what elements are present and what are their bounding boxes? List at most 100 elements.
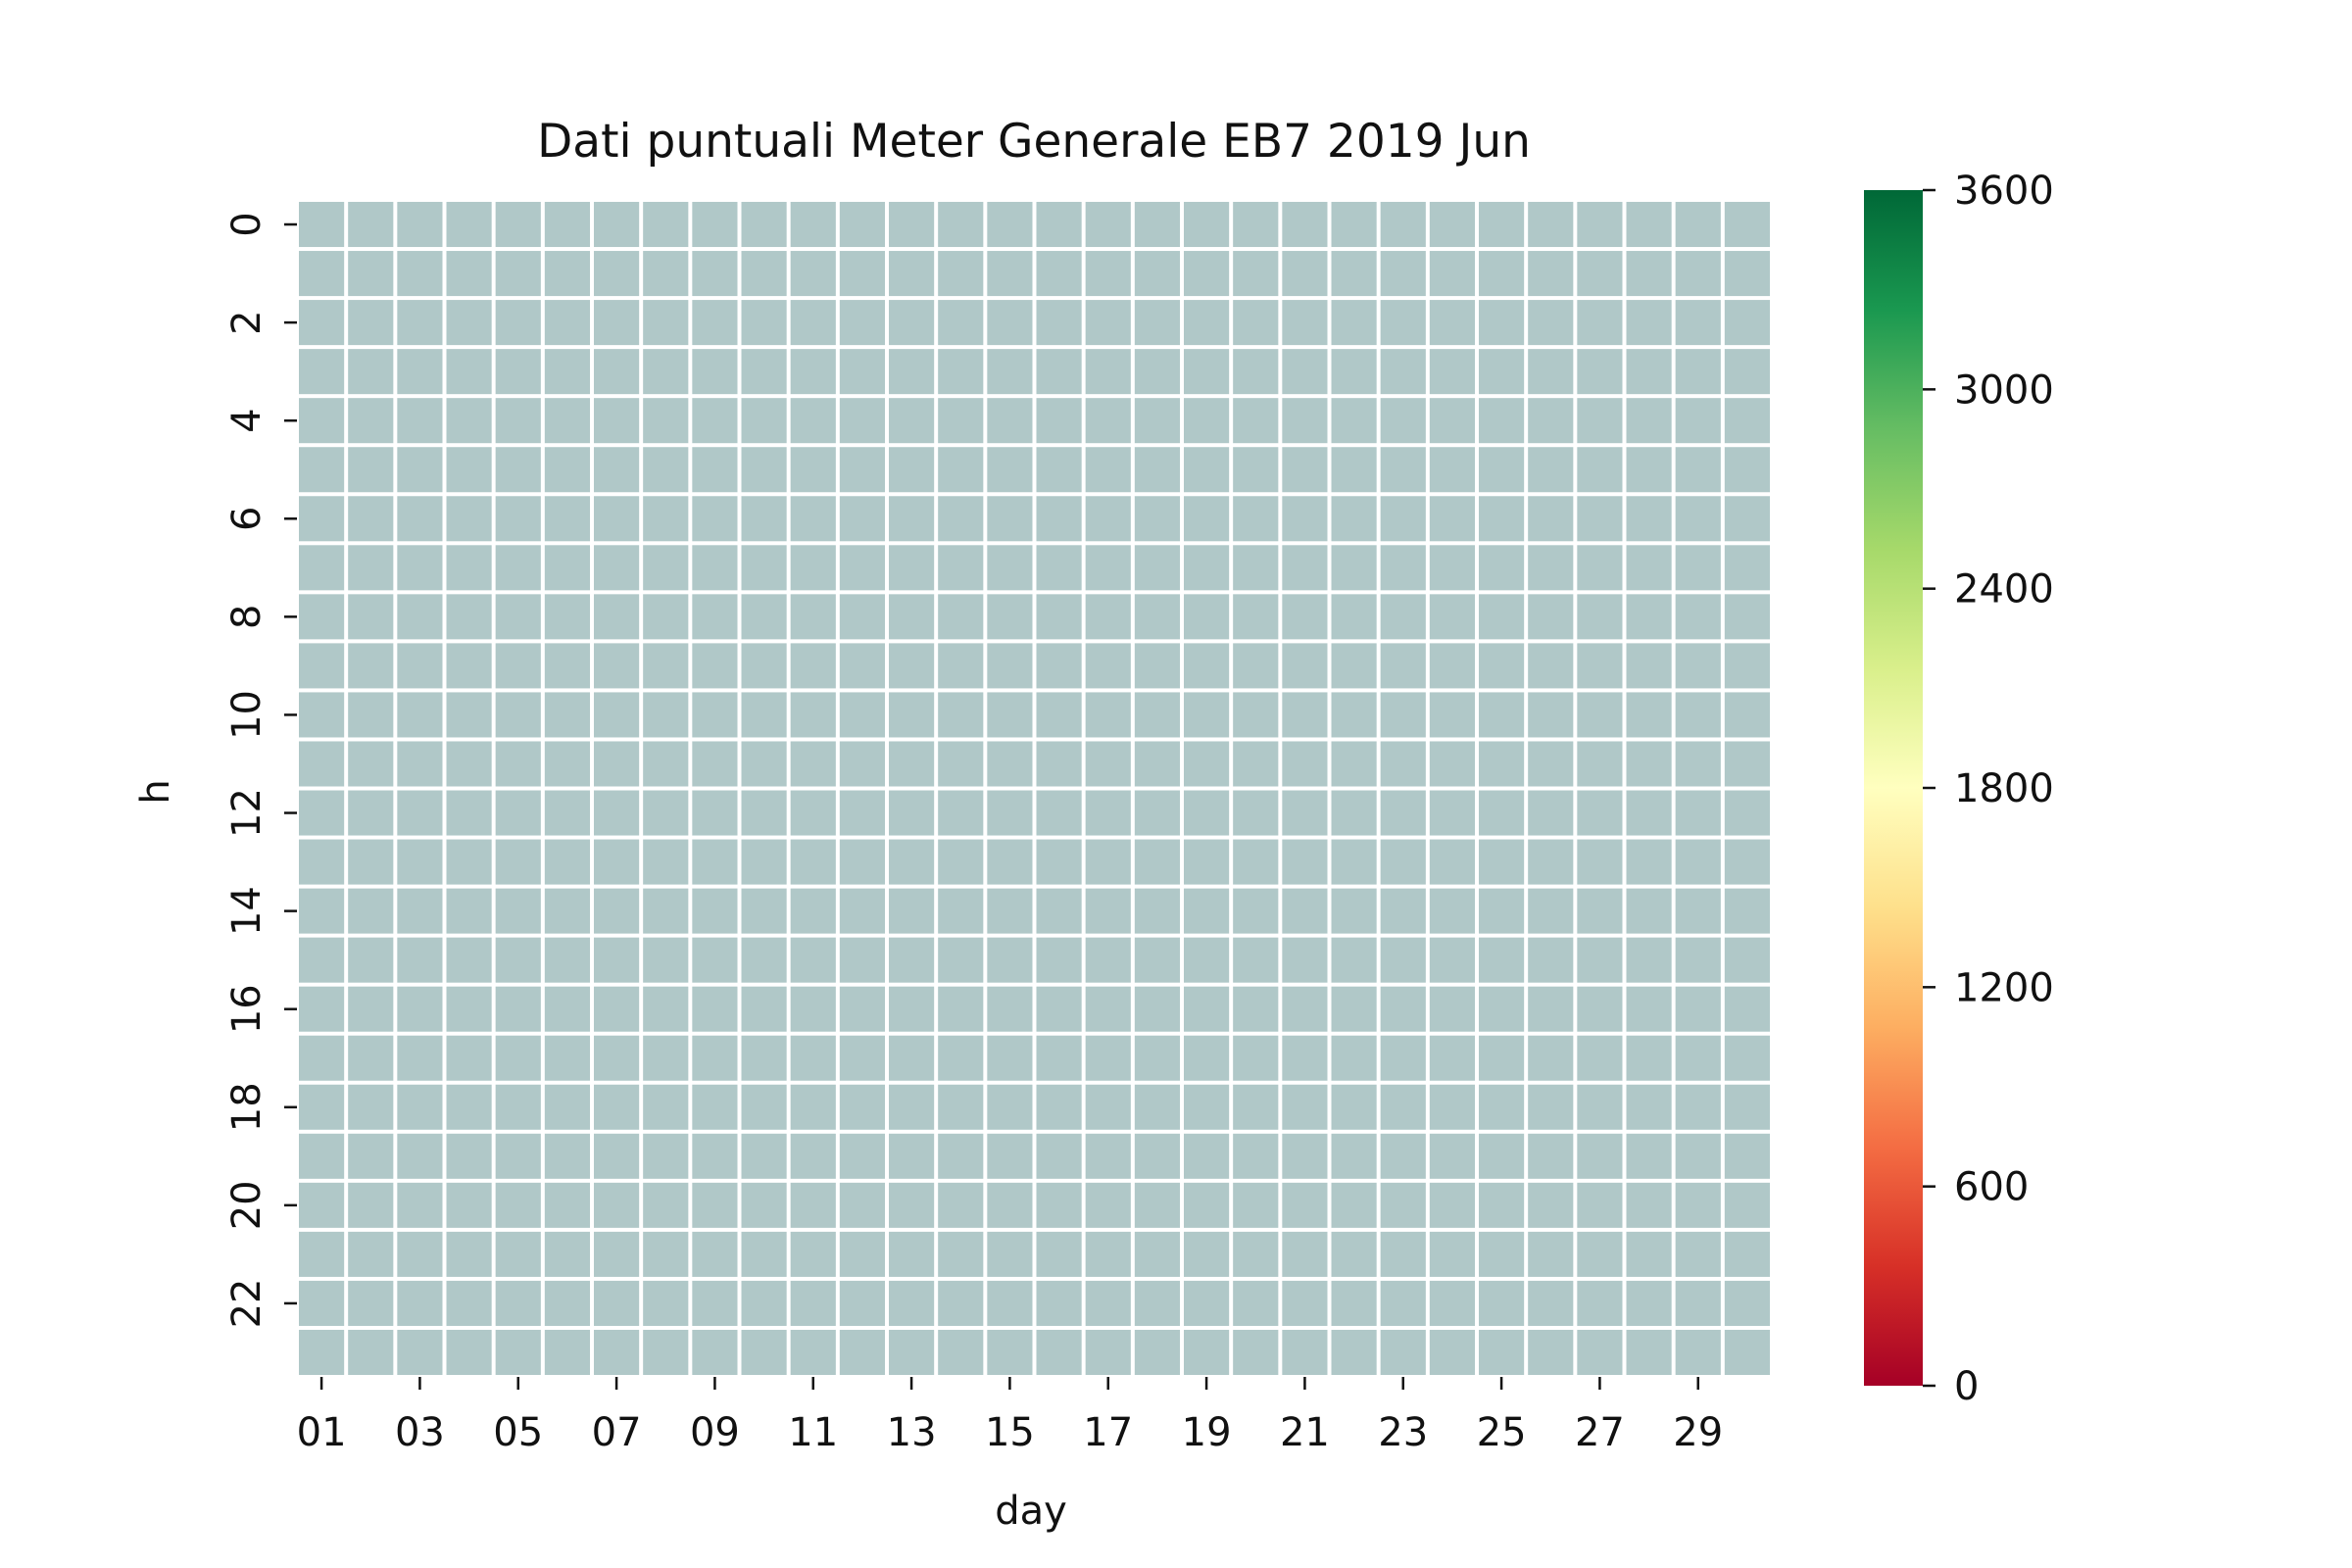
heatmap-cell	[397, 643, 443, 689]
heatmap-cell	[1036, 741, 1082, 787]
heatmap-cell	[1577, 986, 1623, 1032]
heatmap-cell	[1724, 986, 1770, 1032]
heatmap-cell	[299, 937, 345, 983]
x-tick-label: 27	[1575, 1410, 1625, 1455]
heatmap-cell	[348, 496, 394, 542]
heatmap-cell	[1036, 1182, 1082, 1228]
heatmap-cell	[495, 1182, 541, 1228]
heatmap-cell	[1036, 888, 1082, 934]
heatmap-cell	[1380, 1231, 1426, 1277]
heatmap-cell	[643, 349, 689, 395]
heatmap-cell	[1331, 1133, 1377, 1179]
heatmap-cell	[643, 398, 689, 444]
heatmap-cell	[741, 1231, 787, 1277]
heatmap-cell	[446, 741, 492, 787]
heatmap-cell	[889, 447, 935, 493]
heatmap-cell	[938, 594, 984, 640]
heatmap-cell	[1380, 202, 1426, 248]
heatmap-cell	[1626, 1329, 1672, 1375]
heatmap-cell	[1380, 398, 1426, 444]
heatmap-cell	[495, 741, 541, 787]
heatmap-cell	[1577, 643, 1623, 689]
heatmap-cell	[1380, 349, 1426, 395]
heatmap-cell	[1626, 594, 1672, 640]
heatmap-cell	[1134, 1329, 1180, 1375]
heatmap-cell	[889, 986, 935, 1032]
heatmap-cell	[1429, 594, 1475, 640]
heatmap-cell	[889, 839, 935, 885]
heatmap-cell	[1528, 300, 1574, 346]
heatmap-cell	[1626, 1280, 1672, 1326]
heatmap-cell	[839, 790, 885, 836]
heatmap-cell	[987, 1280, 1033, 1326]
heatmap-cell	[938, 1084, 984, 1130]
heatmap-cell	[1724, 937, 1770, 983]
x-tick-label: 11	[788, 1410, 838, 1455]
heatmap-cell	[1675, 643, 1721, 689]
heatmap-cell	[299, 300, 345, 346]
heatmap-cell	[299, 496, 345, 542]
heatmap-cell	[839, 349, 885, 395]
heatmap-cell	[741, 1329, 787, 1375]
heatmap-cell	[1085, 937, 1131, 983]
heatmap-cell	[987, 202, 1033, 248]
heatmap-cell	[1528, 986, 1574, 1032]
heatmap-cell	[1724, 1231, 1770, 1277]
x-axis-ticks: 01 03 05 07 09 11 13 15 17 19 21 23 25 27 29	[297, 1377, 1723, 1455]
x-tick-label: 09	[690, 1410, 740, 1455]
heatmap-cell	[1134, 790, 1180, 836]
heatmap-cell	[1380, 1280, 1426, 1326]
heatmap-cell	[348, 888, 394, 934]
heatmap-cell	[299, 398, 345, 444]
heatmap-cell	[692, 594, 738, 640]
colorbar-tick-label: 3000	[1954, 368, 2054, 413]
heatmap-cell	[299, 643, 345, 689]
heatmap-cell	[594, 643, 640, 689]
heatmap-cell	[643, 594, 689, 640]
heatmap-cell	[299, 888, 345, 934]
heatmap-cell	[1479, 986, 1525, 1032]
heatmap-cell	[839, 545, 885, 591]
heatmap-cell	[741, 643, 787, 689]
heatmap-cell	[1479, 1133, 1525, 1179]
heatmap-cell	[1528, 937, 1574, 983]
heatmap-cell	[397, 937, 443, 983]
heatmap-cell	[1036, 790, 1082, 836]
heatmap-cell	[987, 888, 1033, 934]
heatmap-cell	[692, 692, 738, 738]
heatmap-cell	[889, 594, 935, 640]
heatmap-cell	[1724, 1280, 1770, 1326]
heatmap-cell	[1675, 741, 1721, 787]
heatmap-cell	[1036, 1231, 1082, 1277]
heatmap-cell	[938, 398, 984, 444]
heatmap-cell	[446, 398, 492, 444]
heatmap-cell	[544, 1280, 590, 1326]
heatmap-cell	[495, 545, 541, 591]
heatmap-cell	[1675, 1035, 1721, 1081]
heatmap-cell	[987, 643, 1033, 689]
heatmap-cell	[1528, 251, 1574, 297]
heatmap-cell	[1528, 643, 1574, 689]
heatmap-cell	[544, 839, 590, 885]
heatmap-cell	[987, 1182, 1033, 1228]
heatmap-cell	[1134, 398, 1180, 444]
heatmap-cell	[741, 496, 787, 542]
heatmap-cell	[495, 643, 541, 689]
heatmap-cell	[446, 349, 492, 395]
heatmap-cell	[299, 545, 345, 591]
heatmap-cell	[1577, 349, 1623, 395]
heatmap-cell	[1626, 202, 1672, 248]
heatmap-cell	[1331, 741, 1377, 787]
heatmap-cell	[594, 692, 640, 738]
heatmap-cell	[889, 741, 935, 787]
heatmap-cell	[544, 1231, 590, 1277]
heatmap-cell	[643, 1133, 689, 1179]
heatmap-cell	[1429, 1182, 1475, 1228]
heatmap-cell	[741, 300, 787, 346]
heatmap-cell	[1479, 1035, 1525, 1081]
heatmap-cell	[1184, 496, 1230, 542]
heatmap-cell	[348, 398, 394, 444]
heatmap-cell	[1233, 1084, 1279, 1130]
heatmap-cell	[1282, 447, 1328, 493]
heatmap-cell	[938, 1231, 984, 1277]
